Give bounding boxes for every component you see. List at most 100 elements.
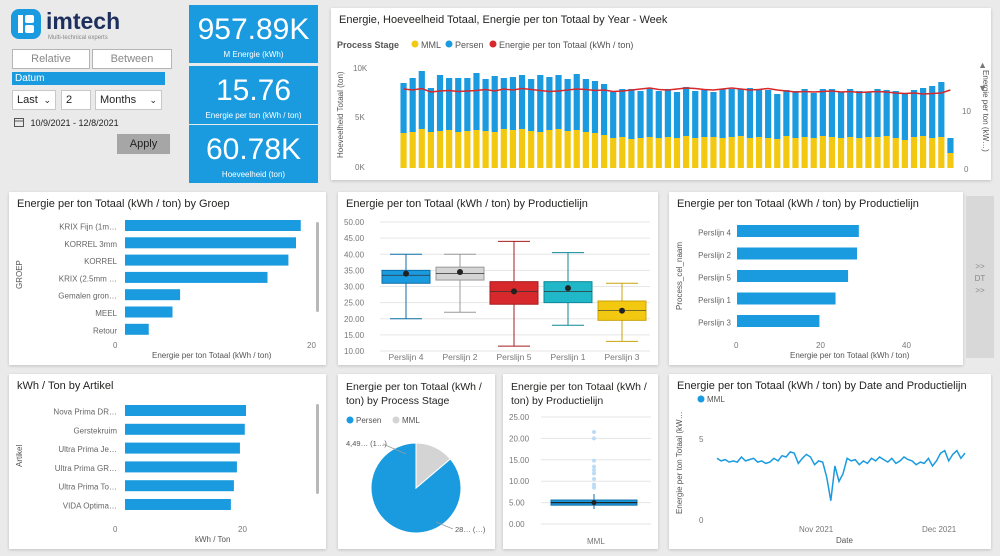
count-input[interactable]: 2 (61, 90, 91, 110)
kpi-hoeveelheid: 60.78K Hoeveelheid (ton) (189, 125, 318, 183)
perslijn-xtick-40: 40 (902, 341, 911, 350)
date-chart-title: Energie per ton Totaal (kWh / ton) by Da… (677, 380, 967, 392)
artikel-chart-card[interactable]: kWh / Ton by Artikel Artikel Nova Prima … (9, 374, 326, 549)
bar-category-label: KRIX Fijn (1m… (59, 223, 117, 232)
weekly-bar-persen (628, 89, 635, 139)
weekly-bar-mml (828, 137, 836, 168)
bar (125, 254, 289, 266)
date-xtick-dec: Dec 2021 (922, 525, 957, 534)
bar-category-label: Ultra Prima To… (58, 483, 117, 492)
artikel-xtick-0: 0 (113, 525, 118, 534)
date-range-text: 10/9/2021 - 12/8/2021 (30, 118, 119, 128)
weekly-bar-persen (491, 76, 498, 132)
between-button[interactable]: Between (92, 49, 172, 69)
drillthrough-label: DT (974, 274, 986, 283)
weekly-bar-mml (947, 153, 954, 168)
apply-button[interactable]: Apply (117, 134, 170, 154)
weekly-bar-persen (509, 77, 517, 130)
scroll-up-icon[interactable]: ▲ (978, 60, 987, 70)
small-boxplot-chart: Energie per ton Totaal (kWh / ton) by Pr… (509, 381, 651, 546)
weekly-bar-mml (637, 138, 644, 168)
weekly-bar-mml (938, 137, 945, 168)
weekly-bar-persen (436, 75, 444, 131)
weekly-bar-persen (856, 91, 863, 138)
bar (125, 306, 173, 318)
weekly-bar-mml (847, 137, 854, 168)
weekly-bar-persen (692, 91, 699, 138)
pie-chart-card[interactable]: Energie per ton Totaal (kWh / ton) by Pr… (338, 374, 495, 549)
bar-category-label: KORREL 3mm (64, 240, 117, 249)
weekly-bar-persen (409, 78, 416, 132)
weekly-bar-mml (518, 129, 526, 168)
bar (125, 271, 268, 283)
boxplot-card[interactable]: Energie per ton Totaal (kWh / ton) by Pr… (338, 192, 658, 365)
date-xlabel: Date (836, 536, 853, 545)
groep-ylabel: GROEP (15, 260, 24, 289)
small-box-grid: 25.00 20.00 15.00 10.00 5.00 0.00 (509, 413, 651, 529)
weekly-bar-mml (883, 136, 890, 168)
unit-select[interactable]: Months ⌄ (95, 90, 162, 110)
box-category-label: Perslijn 2 (443, 352, 478, 362)
legend-mml-label: MML (421, 40, 441, 50)
logo-tagline: Multi-technical experts (48, 35, 108, 41)
weekly-bar-persen (591, 81, 599, 133)
date-ytick-5: 5 (699, 435, 704, 444)
weekly-bar-persen (774, 94, 781, 139)
legend-energie-swatch (489, 40, 497, 48)
bar-category-label: Nova Prima DR… (53, 408, 117, 417)
box-ytick: 15.00 (344, 331, 365, 340)
drillthrough-panel[interactable]: >> DT >> (966, 196, 994, 358)
pie-legend-mml: MML (402, 416, 420, 425)
perslijn-chart-title: Energie per ton Totaal (kWh / ton) by Pr… (677, 198, 919, 210)
pie-legend-persen-swatch (346, 416, 354, 424)
weekly-bar-persen (555, 75, 562, 129)
period-select[interactable]: Last ⌄ (12, 90, 56, 110)
weekly-bar-persen (910, 90, 918, 137)
weekly-bar-mml (792, 138, 799, 168)
date-chart-card[interactable]: Energie per ton Totaal (kWh / ton) by Da… (669, 374, 991, 549)
small-box-ytick: 0.00 (509, 520, 525, 529)
groep-chart-card[interactable]: Energie per ton Totaal (kWh / ton) by Gr… (9, 192, 326, 365)
kpi-energie-per-ton-label: Energie per ton (kWh / ton) (205, 111, 302, 120)
perslijn-ylabel: Process_cel_naam (675, 242, 684, 310)
groep-xtick-0: 0 (113, 341, 118, 350)
chevron-down-icon: ⌄ (149, 95, 157, 105)
perslijn-chart-card[interactable]: Energie per ton Totaal (kWh / ton) by Pr… (669, 192, 963, 365)
weekly-bar-persen (828, 89, 836, 137)
perslijn-xtick-0: 0 (734, 341, 739, 350)
box-ytick: 25.00 (344, 299, 365, 308)
bar (125, 323, 149, 335)
box (381, 269, 431, 284)
small-box-ytick: 10.00 (509, 477, 530, 486)
relative-button[interactable]: Relative (12, 49, 90, 69)
weekly-bar-mml (837, 138, 845, 168)
legend-mml-swatch (411, 40, 419, 48)
date-xtick-nov: Nov 2021 (799, 525, 834, 534)
weekly-bar-mml (582, 132, 589, 168)
weekly-ytick-0k: 0K (355, 163, 365, 172)
groep-scrollbar (316, 222, 319, 312)
bar (125, 499, 231, 510)
pie-title-1: Energie per ton Totaal (kWh / (346, 381, 482, 393)
weekly-bar-persen (847, 89, 854, 137)
bar-category-label: Ultra Prima Je… (58, 445, 117, 454)
weekly-chart-card[interactable]: Energie, Hoeveelheid Totaal, Energie per… (331, 8, 991, 180)
box (543, 281, 593, 304)
box-category-label: Perslijn 4 (389, 352, 424, 362)
weekly-bar-mml (555, 129, 562, 168)
groep-bars: KRIX Fijn (1m… KORREL 3mm KORREL KRIX (2.5m… (58, 220, 301, 335)
scroll-down-icon[interactable]: ▼ (978, 83, 987, 93)
small-boxplot-card[interactable]: Energie per ton Totaal (kWh / ton) by Pr… (503, 374, 658, 549)
weekly-bar-mml (427, 132, 435, 168)
weekly-bar-mml (664, 137, 671, 168)
weekly-bar-mml (600, 135, 608, 168)
weekly-bar-mml (692, 138, 699, 168)
weekly-bar-mml (919, 136, 927, 168)
weekly-bar-persen (874, 89, 881, 137)
weekly-bar-persen (473, 73, 480, 130)
period-value: Last (17, 94, 38, 106)
box-ytick: 45.00 (344, 234, 365, 243)
small-box-ytick: 20.00 (509, 434, 530, 443)
bar-category-label: Gerstekruim (73, 426, 117, 435)
weekly-bar-mml (929, 138, 936, 168)
